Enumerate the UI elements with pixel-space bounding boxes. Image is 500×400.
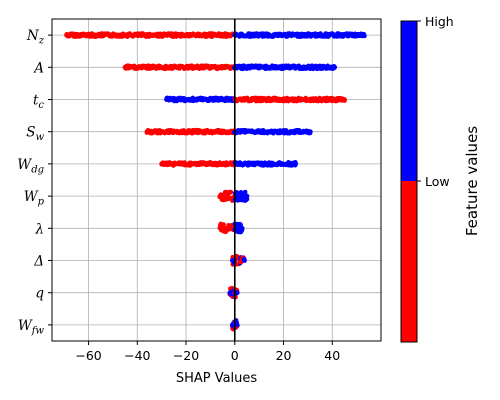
feature-label-subscript: fw — [31, 325, 45, 336]
shap-point-extreme — [234, 322, 240, 328]
x-axis-title: SHAP Values — [176, 371, 258, 386]
feature-label-base: A — [32, 60, 44, 76]
shap-point-extreme — [227, 290, 233, 296]
shap-point — [221, 222, 226, 227]
shap-point — [242, 189, 248, 195]
colorbar-title: Feature values — [463, 126, 481, 236]
feature-label: A — [32, 60, 44, 76]
feature-label: Nz — [26, 28, 45, 47]
shap-point-extreme — [332, 64, 338, 70]
feature-label-base: q — [35, 286, 44, 302]
x-tick-label: −60 — [75, 348, 101, 363]
feature-row-points — [217, 221, 245, 235]
shap-point-extreme — [217, 225, 223, 231]
feature-label-base: N — [26, 28, 40, 44]
feature-label: Sw — [26, 125, 44, 144]
shap-point — [238, 222, 243, 227]
x-tick-label: −40 — [124, 348, 150, 363]
feature-row-points — [217, 189, 250, 203]
feature-label-base: W — [17, 157, 32, 173]
shap-point-extreme — [144, 129, 150, 135]
feature-label-subscript: w — [35, 132, 44, 143]
feature-row-points — [159, 160, 299, 168]
shap-point-extreme — [342, 97, 347, 102]
feature-label-base: Δ — [33, 254, 44, 270]
feature-row-points — [64, 31, 367, 39]
shap-point-extreme — [293, 161, 299, 167]
feature-label: Wfw — [18, 318, 45, 337]
shap-point — [228, 189, 234, 195]
colorbar-high-segment — [401, 21, 417, 181]
feature-label-base: W — [24, 189, 39, 205]
x-tick-label: 0 — [231, 348, 239, 363]
colorbar: High Low Feature values — [400, 14, 481, 343]
shap-point-extreme — [217, 193, 223, 199]
feature-label-base: S — [26, 125, 35, 141]
feature-label: Δ — [33, 254, 44, 270]
x-tick-label: 40 — [324, 348, 340, 363]
feature-row-points — [164, 95, 347, 104]
shap-point-extreme — [159, 161, 165, 167]
shap-point-extreme — [164, 97, 169, 102]
feature-label-subscript: z — [38, 36, 45, 47]
feature-label: tc — [33, 93, 44, 112]
x-tick-label: 20 — [276, 348, 292, 363]
feature-label-base: W — [18, 318, 33, 334]
shap-point-extreme — [64, 32, 70, 38]
feature-label-subscript: p — [38, 197, 45, 208]
feature-label: Wp — [24, 189, 45, 208]
feature-label-base: λ — [34, 221, 44, 237]
colorbar-high-label: High — [425, 14, 454, 29]
feature-label: Wdg — [17, 157, 44, 176]
feature-label-base: t — [33, 93, 39, 109]
shap-point-extreme — [361, 32, 367, 38]
feature-row-points — [229, 253, 247, 267]
colorbar-low-segment — [401, 181, 417, 342]
feature-label-subscript: c — [38, 100, 44, 111]
shap-point-extreme — [234, 290, 240, 296]
feature-row-points — [122, 63, 338, 72]
colorbar-low-label: Low — [425, 174, 450, 189]
shap-point-extreme — [307, 129, 313, 135]
shap-point-extreme — [244, 193, 250, 199]
grid-lines — [52, 19, 381, 341]
feature-label: q — [35, 286, 44, 302]
plot-frame — [51, 18, 382, 342]
feature-label: λ — [34, 221, 44, 237]
shap-point-extreme — [239, 225, 245, 231]
feature-label-subscript: dg — [31, 164, 44, 175]
feature-row-points — [227, 285, 240, 300]
shap-point-extreme — [122, 64, 128, 70]
feature-row-points — [144, 127, 313, 136]
x-tick-label: −20 — [173, 348, 199, 363]
x-axis: −60 −40 −20 0 20 40 — [75, 341, 340, 363]
shap-point-extreme — [242, 258, 247, 263]
data-points — [64, 31, 367, 332]
shap-point-extreme — [229, 258, 235, 263]
shap-point-extreme — [229, 322, 235, 328]
